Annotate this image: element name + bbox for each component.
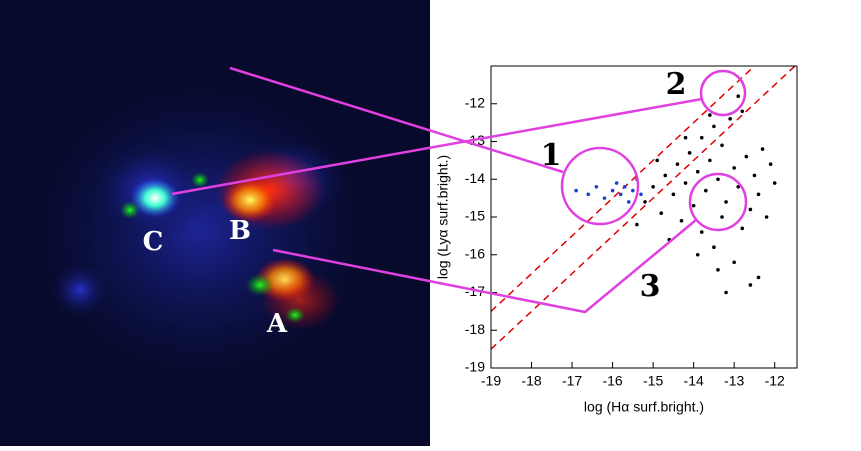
region-number: 3 <box>640 269 661 304</box>
y-tick-label: -14 <box>465 170 485 186</box>
point <box>651 185 655 189</box>
point <box>631 188 635 193</box>
point <box>716 177 720 182</box>
point <box>752 173 757 178</box>
point <box>772 181 777 185</box>
point <box>704 188 708 193</box>
point <box>760 147 765 151</box>
point <box>699 135 704 140</box>
point <box>687 151 692 155</box>
reference-line <box>491 66 756 312</box>
x-tick-label: -17 <box>562 373 582 389</box>
point <box>574 188 578 193</box>
x-tick-label: -12 <box>765 373 785 389</box>
connectors <box>171 66 748 314</box>
point <box>635 222 639 227</box>
point <box>683 181 688 185</box>
point <box>639 192 643 197</box>
point <box>744 154 749 159</box>
point <box>724 200 728 204</box>
highlight-circle <box>699 69 747 117</box>
point <box>627 200 631 204</box>
y-tick-label: -18 <box>465 321 485 337</box>
plot: -19 -18 -17 -16 -15 -14 -13 -12-19-18-17-16-15-… <box>435 65 798 415</box>
point <box>659 211 664 216</box>
point <box>699 230 704 234</box>
region-label: C <box>143 227 164 257</box>
point <box>724 290 728 295</box>
point <box>602 196 607 200</box>
point <box>691 203 696 208</box>
point <box>655 158 659 163</box>
y-tick-label: -12 <box>465 94 485 110</box>
x-tick-label: -18 <box>521 373 541 389</box>
connector-line <box>171 97 703 196</box>
point <box>586 192 591 197</box>
point <box>740 109 745 114</box>
region-number: 1 <box>541 138 562 173</box>
point <box>720 215 724 219</box>
point <box>708 158 712 163</box>
point <box>618 192 623 197</box>
connector-line <box>272 219 697 314</box>
y-tick-label: -15 <box>465 208 485 224</box>
point <box>663 173 668 178</box>
highlight-circle <box>688 172 748 232</box>
point <box>732 260 736 265</box>
point <box>756 275 761 280</box>
plot-frame <box>490 65 798 369</box>
x-tick-label: -14 <box>684 373 704 389</box>
point <box>740 226 745 231</box>
point <box>732 166 736 170</box>
point <box>708 113 712 117</box>
point <box>736 94 741 98</box>
y-tick-label: -16 <box>465 245 485 261</box>
point <box>712 124 716 129</box>
y-tick-label: -19 <box>465 359 485 375</box>
point <box>594 185 599 189</box>
point <box>614 181 619 185</box>
point <box>643 200 647 204</box>
reference-line <box>491 66 797 350</box>
x-tick-label: -16 <box>602 373 622 389</box>
point <box>736 185 741 189</box>
region-label: B <box>229 216 251 246</box>
point <box>756 192 761 197</box>
point <box>695 252 700 257</box>
point <box>748 283 753 287</box>
point <box>671 192 676 197</box>
point <box>610 188 615 193</box>
x-tick-label: -15 <box>643 373 663 389</box>
x-tick-label: -13 <box>724 373 744 389</box>
point <box>764 215 769 219</box>
region-number: 2 <box>666 67 687 102</box>
point <box>683 135 688 140</box>
point <box>695 169 700 174</box>
point <box>716 268 720 272</box>
point <box>675 162 680 166</box>
point <box>622 185 627 189</box>
x-axis-label: log (Hα surf.bright.) <box>584 399 704 415</box>
galaxy-image: C B A <box>0 0 430 446</box>
point <box>712 245 716 249</box>
point <box>748 207 753 212</box>
connector-line <box>229 66 564 174</box>
y-axis-label: log (Lyα surf.bright.) <box>435 155 451 279</box>
point <box>679 218 684 223</box>
point <box>728 117 732 121</box>
x-tick-label: -19 <box>481 373 501 389</box>
highlight-circle <box>560 146 640 226</box>
point <box>720 143 724 148</box>
region-label: A <box>266 309 288 339</box>
point <box>768 162 773 166</box>
